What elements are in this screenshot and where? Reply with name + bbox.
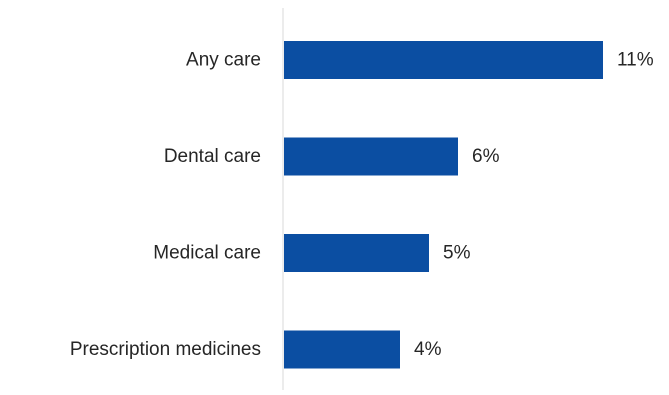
value-label-medical-care: 5% xyxy=(443,243,471,264)
category-labels-group: Any care Dental care Medical care Prescript… xyxy=(70,50,261,361)
category-label-medical-care: Medical care xyxy=(153,243,261,264)
value-labels-group: 11% 6% 5% 4% xyxy=(414,50,654,361)
category-label-dental-care: Dental care xyxy=(164,146,261,167)
bar-medical-care xyxy=(284,234,429,272)
value-label-dental-care: 6% xyxy=(472,146,500,167)
category-label-prescription-medicines: Prescription medicines xyxy=(70,339,261,360)
bars-group xyxy=(284,41,603,369)
value-label-prescription-medicines: 4% xyxy=(414,339,442,360)
value-label-any-care: 11% xyxy=(617,50,654,71)
bar-any-care xyxy=(284,41,603,79)
bar-prescription-medicines xyxy=(284,330,400,369)
bar-dental-care xyxy=(284,137,458,176)
category-label-any-care: Any care xyxy=(186,50,261,71)
